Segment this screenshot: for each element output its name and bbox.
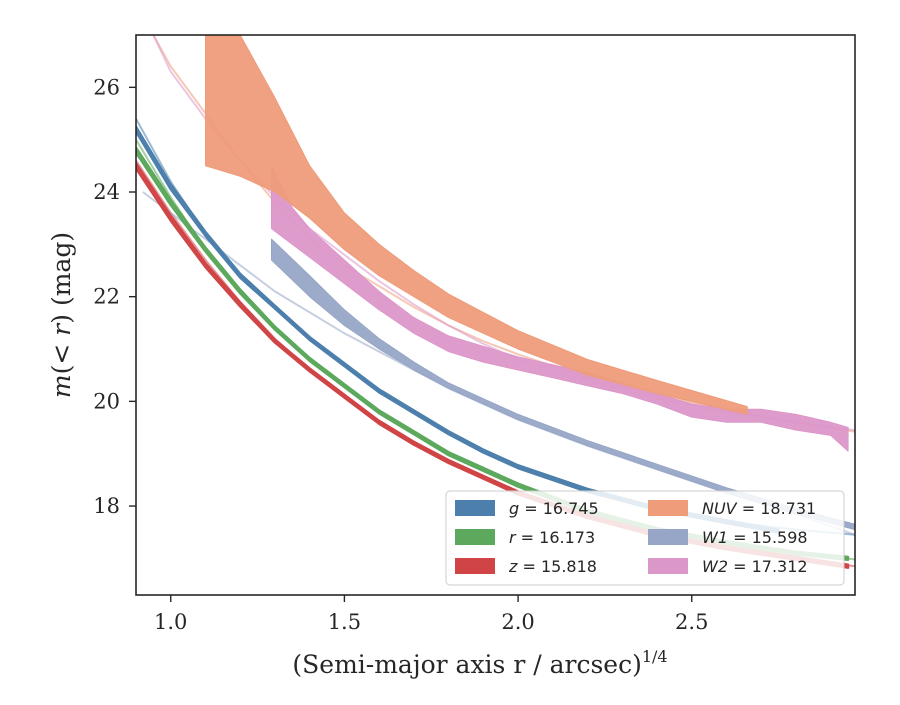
legend-label-z: z = 15.818 xyxy=(508,557,597,576)
y-tick-label: 18 xyxy=(93,494,120,518)
legend-swatch-w2 xyxy=(648,558,688,574)
legend-label-w1: W1 = 15.598 xyxy=(702,528,808,547)
legend-box xyxy=(445,490,845,586)
data-band-nuv xyxy=(205,35,748,415)
plot-area xyxy=(136,35,855,569)
y-tick-label: 24 xyxy=(93,180,120,204)
legend-swatch-r xyxy=(455,529,495,545)
legend-label-w2: W2 = 17.312 xyxy=(702,557,808,576)
y-tick-label: 26 xyxy=(93,75,120,99)
legend-swatch-z xyxy=(455,558,495,574)
legend: g = 16.745 r = 16.173 z = 15.818 NUV = 18.7… xyxy=(445,490,845,586)
data-band-z xyxy=(136,162,850,569)
x-tick-label: 1.0 xyxy=(154,610,187,634)
plot-frame xyxy=(135,34,856,596)
x-tick-label: 2.0 xyxy=(501,610,534,634)
y-axis-label: m(< r) (mag) xyxy=(47,232,76,398)
data-band-r xyxy=(136,146,850,561)
legend-label-r: r = 16.173 xyxy=(509,528,595,547)
legend-swatch-nuv xyxy=(648,500,688,516)
legend-swatch-g xyxy=(455,500,495,516)
x-axis-label: (Semi-major axis r / arcsec)1/4 xyxy=(292,647,667,679)
data-band-w2 xyxy=(271,165,849,452)
x-tick-label: 2.5 xyxy=(675,610,708,634)
data-band-w1 xyxy=(271,238,855,531)
legend-label-g: g = 16.745 xyxy=(509,499,599,518)
y-tick-label: 20 xyxy=(93,389,120,413)
axis-ticks: 1.0 1.5 2.0 2.5 18 20 22 24 26 xyxy=(93,75,708,634)
y-tick-label: 22 xyxy=(93,285,120,309)
x-tick-label: 1.5 xyxy=(328,610,361,634)
legend-swatch-w1 xyxy=(648,529,688,545)
legend-label-nuv: NUV = 18.731 xyxy=(702,499,816,518)
